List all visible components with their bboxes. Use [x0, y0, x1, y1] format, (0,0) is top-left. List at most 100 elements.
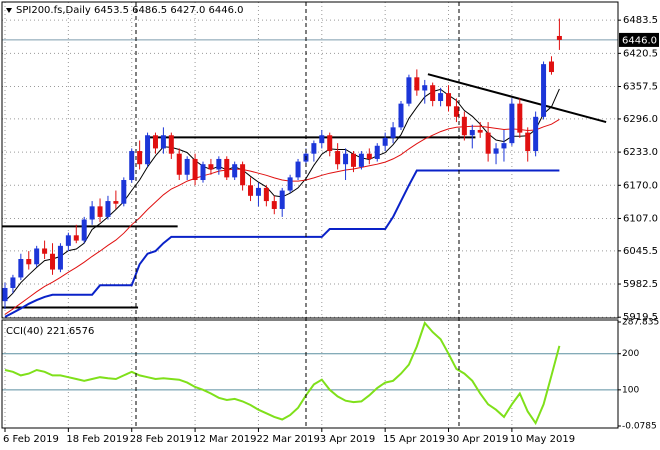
candle-body [137, 151, 143, 165]
candle-body [382, 137, 388, 146]
candle-body [446, 93, 452, 107]
candle-body [192, 158, 198, 181]
y-tick-label: 6045.5 [623, 246, 658, 257]
candle-body [279, 190, 285, 209]
candle-body [42, 248, 48, 254]
candle-body [358, 153, 364, 167]
y-tick-label: -0.0785 [622, 422, 657, 432]
x-tick-label: 15 Apr 2019 [383, 434, 445, 445]
y-tick-label: 200 [622, 349, 639, 359]
x-tick-label: 12 Mar 2019 [193, 434, 256, 445]
candle-body [121, 180, 127, 204]
y-tick-label: 6233.0 [623, 147, 658, 158]
y-tick-label: 5982.5 [623, 279, 658, 290]
candle-body [517, 103, 523, 133]
y-tick-label: 6357.5 [623, 82, 658, 93]
candle-body [26, 259, 32, 265]
y-tick-label: 6420.5 [623, 48, 658, 59]
candle-body [176, 153, 182, 175]
candle-body [461, 116, 467, 136]
y-tick-label: 6170.0 [623, 180, 658, 191]
candle-body [390, 127, 396, 138]
trend-line [427, 73, 607, 124]
x-tick-label: 3 Apr 2019 [320, 434, 375, 445]
candle-body [422, 85, 428, 91]
candle-body [493, 148, 499, 154]
candle-body [469, 129, 475, 136]
candle-body [105, 201, 111, 217]
candle-body [548, 61, 554, 73]
candle-body [319, 135, 325, 144]
y-tick-label: 5919.5 [623, 312, 658, 323]
y-tick-label: 6296.0 [623, 114, 658, 125]
candle-body [73, 235, 79, 241]
overlay-line [4, 169, 560, 318]
candle-body [160, 135, 166, 149]
candle-body [263, 187, 269, 202]
indicator-title: CCI(40) 221.6576 [6, 326, 94, 337]
candle-body [184, 158, 190, 175]
chart-title: SPI200.fs,Daily 6453.5 6486.5 6427.0 644… [16, 5, 243, 16]
candle-body [145, 135, 151, 165]
x-tick-label: 18 Feb 2019 [66, 434, 128, 445]
candle-body [113, 201, 119, 204]
x-tick-label: 30 Apr 2019 [447, 434, 509, 445]
candle-body [366, 153, 372, 159]
overlay-line [4, 118, 560, 315]
candle-body [295, 161, 301, 178]
candle-body [374, 145, 380, 159]
candle-body [216, 158, 222, 170]
candle-body [232, 164, 238, 178]
y-tick-label: 6107.0 [623, 213, 658, 224]
x-tick-label: 6 Feb 2019 [3, 434, 59, 445]
candle-body [438, 93, 444, 102]
candle-body [453, 106, 459, 117]
candle-body [97, 206, 103, 217]
candle-body [525, 132, 531, 152]
x-tick-label: 22 Mar 2019 [256, 434, 319, 445]
candle-body [271, 201, 277, 209]
candle-body [10, 277, 16, 288]
x-tick-label: 28 Feb 2019 [130, 434, 192, 445]
candle-body [248, 185, 254, 196]
candle-body [327, 135, 333, 152]
candle-body [34, 248, 40, 265]
candle-body [287, 177, 293, 191]
candle-body [343, 153, 349, 165]
last-price-label: 6446.0 [622, 35, 657, 46]
candle-body [398, 103, 404, 128]
candle-body [255, 187, 261, 196]
indicator-line [4, 321, 561, 426]
indicator-frame [1, 319, 619, 429]
candle-body [556, 35, 562, 40]
y-tick-label: 287.8357 [622, 318, 660, 328]
candle-body [509, 103, 515, 144]
candle-body [168, 135, 174, 154]
candle-body [50, 253, 56, 270]
candle-body [430, 85, 436, 102]
main-frame [1, 1, 619, 319]
candle-body [57, 245, 63, 270]
candle-body [350, 153, 356, 167]
candle-body [541, 64, 547, 117]
candle-body [200, 164, 206, 181]
candle-body [81, 219, 87, 241]
candle-body [129, 151, 135, 181]
candle-body [335, 151, 341, 165]
candle-body [2, 287, 8, 302]
candle-body [533, 116, 539, 152]
candle-body [224, 158, 230, 178]
x-tick-label: 10 May 2019 [510, 434, 575, 445]
y-tick-label: 6483.5 [623, 15, 658, 26]
candle-body [311, 143, 317, 154]
y-tick-label: 100 [622, 385, 639, 395]
menu-icon[interactable] [6, 8, 12, 13]
candle-body [501, 143, 507, 149]
candle-body [65, 235, 71, 246]
candle-body [485, 132, 491, 154]
candle-body [89, 206, 95, 220]
candle-body [240, 164, 246, 186]
